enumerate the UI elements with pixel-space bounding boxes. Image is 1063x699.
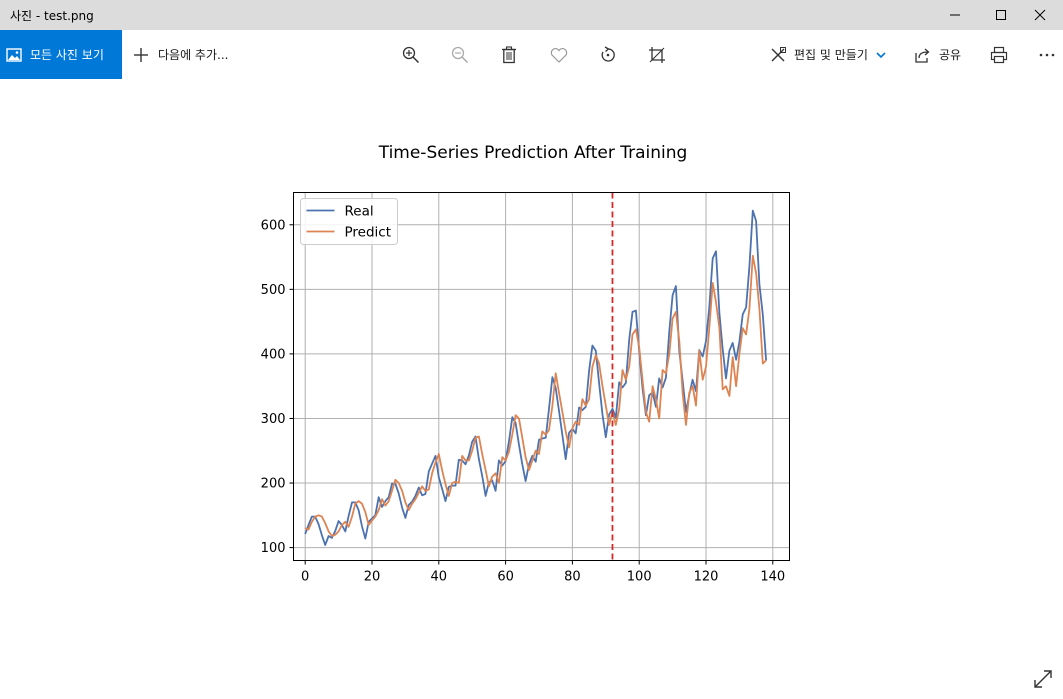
share-label: 공유 bbox=[939, 48, 962, 62]
add-to-button[interactable]: 다음에 추가... bbox=[133, 30, 228, 79]
zoom-in-button[interactable] bbox=[398, 42, 424, 68]
minimize-button[interactable] bbox=[932, 0, 978, 30]
zoom-in-icon bbox=[402, 46, 420, 64]
chart: Time-Series Prediction After Training 0 2… bbox=[261, 143, 790, 585]
expand-button[interactable] bbox=[1031, 667, 1055, 691]
x-tick-label: 60 bbox=[497, 570, 514, 585]
series-line-predict bbox=[304, 254, 767, 537]
y-tick-label: 500 bbox=[261, 283, 286, 298]
photo-icon bbox=[6, 47, 22, 62]
print-button[interactable] bbox=[986, 42, 1012, 68]
title-bar: 사진 - test.png bbox=[0, 0, 1063, 30]
expand-icon bbox=[1034, 670, 1052, 688]
x-tick-label: 140 bbox=[760, 570, 785, 585]
all-photos-label: 모든 사진 보기 bbox=[30, 48, 104, 62]
rotate-button[interactable] bbox=[595, 42, 621, 68]
close-icon bbox=[1034, 9, 1046, 21]
image-viewer: Time-Series Prediction After Training 0 2… bbox=[0, 79, 1063, 699]
share-icon bbox=[915, 48, 930, 63]
zoom-out-icon bbox=[451, 46, 469, 64]
add-to-label: 다음에 추가... bbox=[158, 48, 229, 62]
x-tick-label: 100 bbox=[627, 570, 652, 585]
chart-title: Time-Series Prediction After Training bbox=[378, 143, 688, 163]
maximize-button[interactable] bbox=[978, 0, 1024, 30]
edit-create-label: 편집 및 만들기 bbox=[794, 48, 868, 62]
close-button[interactable] bbox=[1017, 0, 1063, 30]
all-photos-button[interactable]: 모든 사진 보기 bbox=[0, 30, 122, 79]
rotate-icon bbox=[601, 46, 615, 62]
toolbar: 모든 사진 보기 다음에 추가... 편집 및 만들기 공유 bbox=[0, 30, 1063, 79]
x-tick-label: 20 bbox=[364, 570, 381, 585]
x-tick-label: 40 bbox=[431, 570, 448, 585]
trash-icon bbox=[502, 46, 516, 64]
edit-create-button[interactable]: 편집 및 만들기 bbox=[770, 30, 886, 79]
y-tick-label: 600 bbox=[261, 218, 286, 233]
printer-icon bbox=[990, 46, 1008, 64]
favorite-button[interactable] bbox=[546, 42, 572, 68]
legend-label: Real bbox=[345, 204, 374, 220]
x-tick-label: 0 bbox=[301, 570, 309, 585]
x-tick-label: 80 bbox=[564, 570, 581, 585]
share-button[interactable]: 공유 bbox=[914, 30, 961, 79]
y-tick-label: 200 bbox=[261, 477, 286, 492]
x-tick-label: 120 bbox=[694, 570, 719, 585]
heart-icon bbox=[550, 48, 568, 63]
edit-icon bbox=[771, 46, 786, 61]
y-tick-label: 300 bbox=[261, 412, 286, 427]
more-icon bbox=[1039, 53, 1055, 57]
window-title: 사진 - test.png bbox=[10, 9, 94, 23]
plus-icon bbox=[134, 47, 148, 62]
legend-label: Predict bbox=[345, 225, 392, 241]
delete-button[interactable] bbox=[496, 42, 522, 68]
minimize-icon bbox=[950, 14, 960, 16]
y-tick-label: 100 bbox=[261, 541, 286, 556]
plot-frame bbox=[293, 192, 790, 561]
crop-icon bbox=[649, 47, 665, 63]
more-options-button[interactable] bbox=[1034, 42, 1060, 68]
zoom-out-button[interactable] bbox=[447, 42, 473, 68]
maximize-icon bbox=[996, 10, 1006, 20]
crop-button[interactable] bbox=[644, 42, 670, 68]
y-tick-label: 400 bbox=[261, 347, 286, 362]
chevron-down-icon bbox=[876, 51, 886, 58]
